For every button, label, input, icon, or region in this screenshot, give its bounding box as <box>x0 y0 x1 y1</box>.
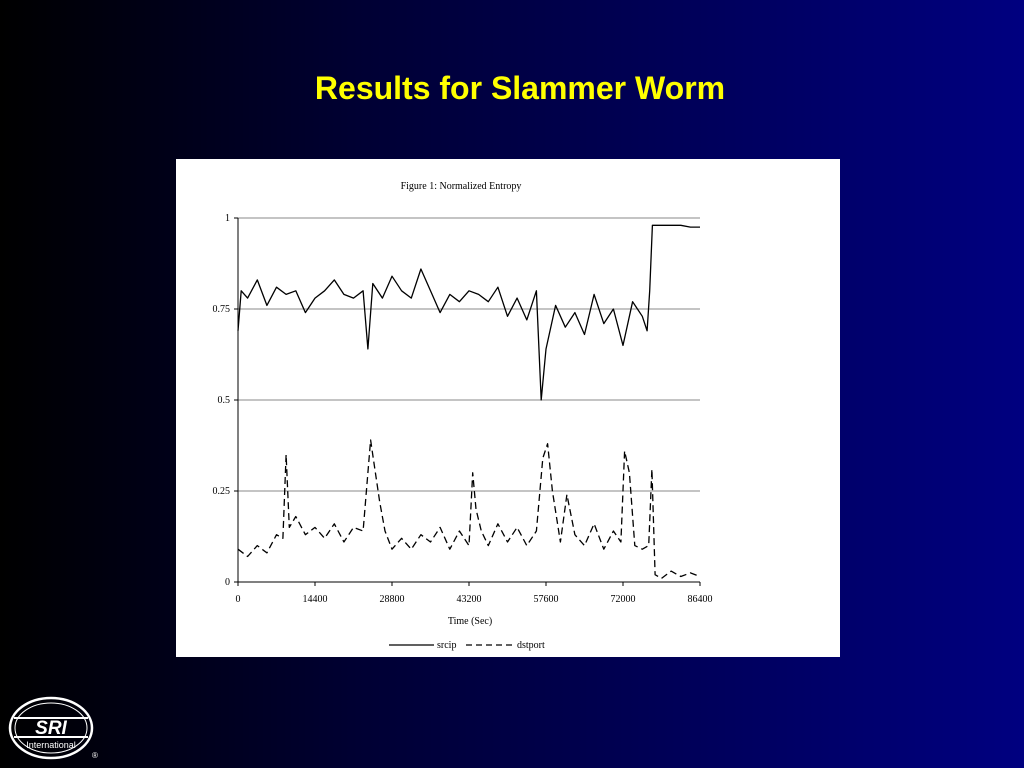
legend-srcip-label: srcip <box>437 640 456 651</box>
slide-title: Results for Slammer Worm <box>314 70 726 106</box>
axes <box>234 217 701 586</box>
chart-panel: Figure 1: Normalized Entropy 0 0.25 0.5 0.7… <box>176 159 840 657</box>
legend: srcip dstport <box>389 640 545 651</box>
chart-title: Figure 1: Normalized Entropy <box>401 181 522 192</box>
x-tick-label-2: 28800 <box>380 594 405 605</box>
x-tick-label-6: 86400 <box>688 594 713 605</box>
legend-dstport-label: dstport <box>517 640 545 651</box>
series-lines <box>237 224 701 580</box>
x-tick-label-1: 14400 <box>303 594 328 605</box>
series-line-srcip <box>237 224 700 401</box>
x-tick-labels: 0 14400 28800 43200 57600 72000 86400 <box>236 594 713 605</box>
y-tick-labels: 0 0.25 0.5 0.75 1 <box>213 213 231 588</box>
logo-registered-mark: ® <box>92 751 98 760</box>
series-line-dstport <box>237 439 701 580</box>
x-axis-label: Time (Sec) <box>448 616 492 627</box>
y-tick-label-1: 0.25 <box>213 486 231 497</box>
logo-outer-ring <box>8 696 94 760</box>
sri-logo: SRI International ® <box>8 696 98 760</box>
y-tick-label-3: 0.75 <box>213 304 231 315</box>
grid-lines <box>238 217 700 492</box>
y-tick-label-0: 0 <box>225 577 230 588</box>
logo-sub-text: International <box>26 740 76 750</box>
logo-main-text: SRI <box>35 718 67 739</box>
entropy-chart: Figure 1: Normalized Entropy 0 0.25 0.5 0.7… <box>213 181 713 651</box>
x-tick-label-3: 43200 <box>457 594 482 605</box>
y-tick-label-4: 1 <box>225 213 230 224</box>
x-tick-label-4: 57600 <box>534 594 559 605</box>
logo-inner-ring <box>14 702 88 754</box>
y-tick-label-2: 0.5 <box>218 395 231 406</box>
x-tick-label-0: 0 <box>236 594 241 605</box>
x-tick-label-5: 72000 <box>611 594 636 605</box>
